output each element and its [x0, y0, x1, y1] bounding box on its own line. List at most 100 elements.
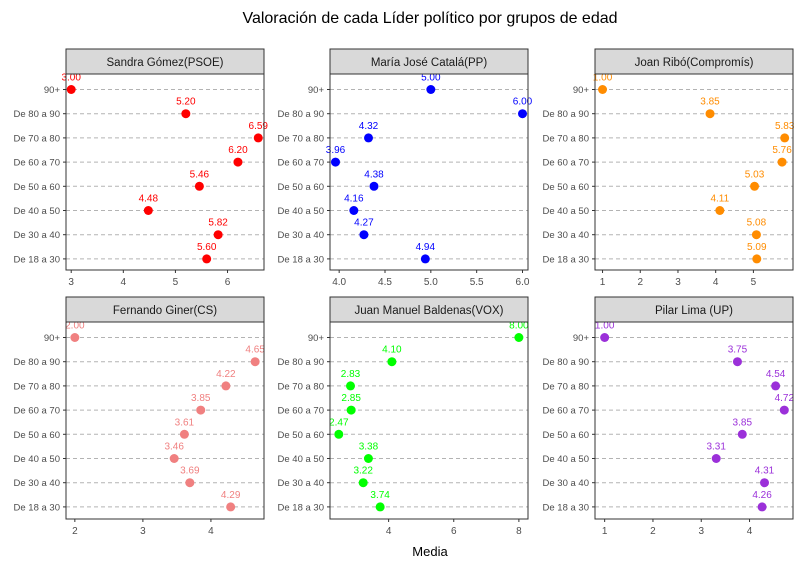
data-point [600, 333, 610, 342]
data-point [221, 381, 231, 391]
y-tick-label: De 60 a 70 [278, 406, 324, 417]
data-point [514, 333, 524, 342]
facet-strip-label: Juan Manuel Baldenas(VOX) [355, 305, 504, 317]
data-point [346, 381, 356, 391]
panel-border [329, 321, 529, 520]
data-label: 3.31 [706, 442, 726, 453]
x-tick-label: 4.0 [332, 277, 346, 288]
y-tick-label: De 50 a 60 [14, 430, 60, 441]
data-point [750, 181, 760, 191]
data-point [358, 478, 368, 488]
x-tick-label: 4 [121, 277, 127, 288]
y-tick-label: De 80 a 90 [278, 109, 324, 120]
data-label: 3.22 [353, 466, 373, 477]
data-point [202, 254, 212, 264]
data-label: 5.09 [747, 242, 767, 253]
y-tick-label: De 40 a 50 [543, 454, 589, 465]
chart-title: Valoración de cada Líder político por gr… [242, 10, 617, 27]
data-label: 3.74 [370, 490, 390, 501]
data-label: 4.11 [710, 194, 729, 205]
facet-strip-label: Fernando Giner(CS) [113, 305, 217, 317]
data-point [705, 109, 715, 119]
data-point [331, 157, 340, 167]
data-label: 6.59 [249, 121, 269, 132]
data-point [196, 405, 206, 415]
data-label: 1.00 [595, 321, 615, 332]
panel-border [594, 321, 794, 520]
data-label: 5.00 [421, 73, 441, 84]
data-label: 5.82 [208, 218, 228, 229]
facet-panel: Fernando Giner(CS) De 18 a 30 De 30 a 40 De… [14, 296, 265, 537]
data-point [426, 85, 436, 94]
data-label: 6.00 [513, 97, 533, 108]
data-point [66, 85, 76, 94]
data-point [233, 157, 243, 167]
data-point [752, 254, 762, 264]
data-label: 3.85 [191, 393, 211, 404]
y-tick-label: De 70 a 80 [14, 381, 60, 392]
y-tick-label: De 30 a 40 [14, 230, 60, 241]
data-label: 4.54 [766, 369, 786, 380]
x-tick-label: 3 [675, 277, 681, 288]
y-tick-label: De 60 a 70 [278, 158, 324, 169]
facet-strip-label: María José Catalá(PP) [371, 57, 487, 69]
y-tick-label: De 70 a 80 [543, 133, 589, 144]
data-point [387, 357, 397, 367]
data-point [346, 405, 356, 415]
y-tick-label: De 70 a 80 [278, 133, 324, 144]
data-point [364, 133, 373, 143]
y-tick-label: De 70 a 80 [543, 381, 589, 392]
data-label: 4.94 [416, 242, 436, 253]
data-label: 4.32 [359, 121, 379, 132]
data-point [375, 502, 385, 512]
y-tick-label: De 40 a 50 [278, 206, 324, 217]
data-label: 2.85 [341, 393, 361, 404]
y-tick-label: De 60 a 70 [543, 158, 589, 169]
y-tick-label: De 18 a 30 [14, 502, 60, 513]
y-tick-label: De 30 a 40 [543, 230, 589, 241]
data-point [179, 429, 189, 439]
data-point [169, 454, 179, 463]
x-tick-label: 5.0 [424, 277, 438, 288]
y-tick-label: De 40 a 50 [278, 454, 324, 465]
y-tick-label: De 30 a 40 [543, 478, 589, 489]
data-label: 5.20 [176, 97, 196, 108]
data-point [70, 333, 80, 342]
panel-background [595, 322, 793, 519]
data-point [780, 133, 790, 143]
data-label: 3.46 [164, 442, 184, 453]
panel-border [329, 73, 529, 271]
y-tick-label: 90+ [573, 85, 590, 96]
y-tick-label: De 80 a 90 [14, 357, 60, 368]
data-point [751, 230, 761, 240]
x-tick-label: 8 [516, 526, 522, 537]
x-axis-label: Media [412, 544, 448, 559]
x-tick-label: 2 [637, 277, 643, 288]
x-tick-label: 3 [140, 526, 146, 537]
x-tick-label: 6 [451, 526, 457, 537]
data-point [777, 157, 787, 167]
data-label: 5.83 [775, 121, 795, 132]
facet-strip [594, 296, 794, 323]
panel-background [66, 322, 264, 519]
x-tick-label: 4.5 [378, 277, 392, 288]
x-tick-label: 3 [68, 277, 74, 288]
data-label: 5.46 [190, 169, 210, 180]
facet-strip-label: Sandra Gómez(PSOE) [107, 57, 224, 69]
facet-panel: Pilar Lima (UP) De 18 a 30 De 30 a 40 De 40… [543, 296, 794, 537]
data-label: 6.20 [228, 145, 248, 156]
data-label: 3.75 [728, 345, 748, 356]
x-tick-label: 2 [72, 526, 78, 537]
data-point [369, 181, 379, 191]
data-point [598, 85, 608, 94]
x-tick-label: 6 [225, 277, 231, 288]
x-tick-label: 4 [747, 526, 753, 537]
data-point [518, 109, 527, 119]
x-tick-label: 5.5 [470, 277, 484, 288]
y-tick-label: 90+ [44, 85, 61, 96]
data-point [194, 181, 204, 191]
data-label: 2.00 [65, 321, 85, 332]
y-tick-label: De 80 a 90 [543, 109, 589, 120]
data-point [757, 502, 767, 512]
data-label: 4.65 [245, 345, 265, 356]
